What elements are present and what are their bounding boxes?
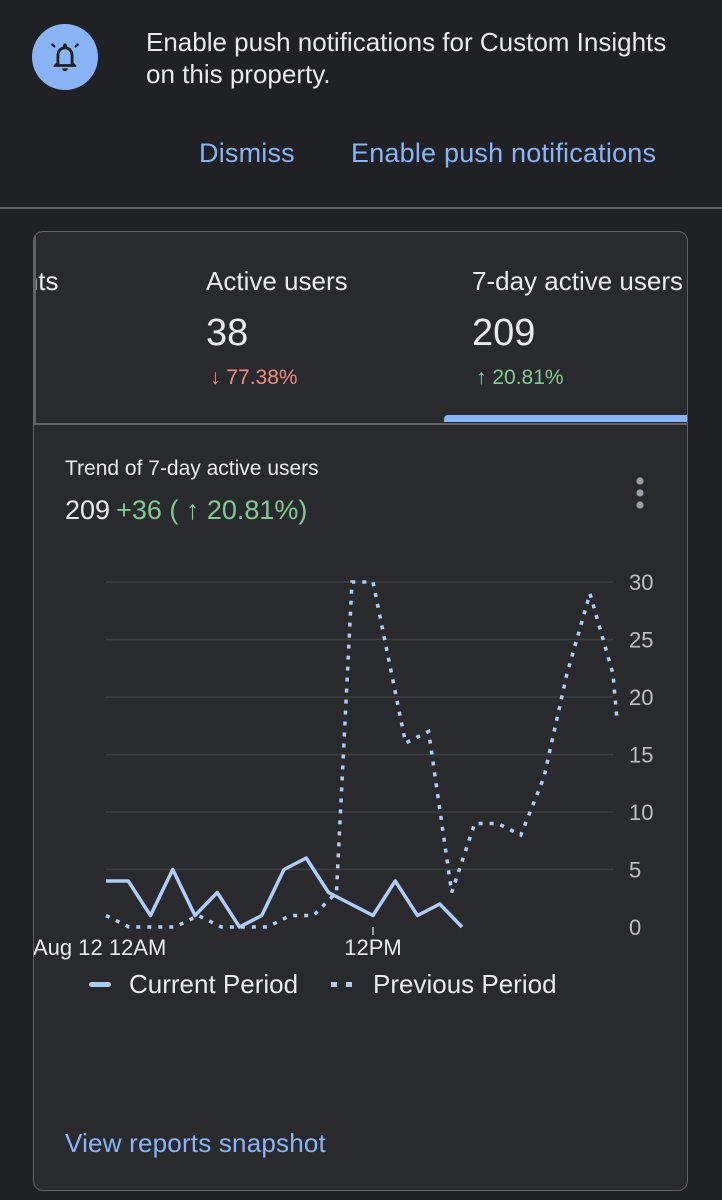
- dotted-line-swatch: [331, 982, 355, 987]
- bell-icon: [32, 24, 98, 90]
- tab-7-day-active-users[interactable]: 7-day active users 209 ↑ 20.81%: [472, 232, 687, 424]
- trend-total: 209: [65, 495, 111, 525]
- x-tick-label: 12PM: [344, 935, 401, 960]
- y-tick-label: 10: [629, 800, 653, 825]
- tab-active-users-value: 38: [206, 312, 249, 354]
- y-tick-label: 15: [629, 743, 653, 768]
- legend-current-label: Current Period: [129, 969, 299, 999]
- tab-active-users-change: ↓ 77.38%: [210, 366, 298, 389]
- view-reports-snapshot-link[interactable]: View reports snapshot: [65, 1128, 326, 1158]
- insights-card: Events Active users 38 ↓ 77.38% 7-day ac…: [33, 231, 688, 1191]
- y-tick-label: 20: [629, 685, 653, 710]
- trend-delta: +36 ( ↑ 20.81%): [116, 495, 308, 525]
- series-previous-line: [105, 580, 619, 929]
- legend-previous-label: Previous Period: [373, 969, 557, 999]
- tab-7-day-active-users-label: 7-day active users: [472, 266, 683, 296]
- trend-title: Trend of 7-day active users: [65, 457, 319, 480]
- tabs-left-edge: [34, 232, 36, 424]
- legend-current-period: Current Period: [89, 969, 298, 1000]
- metric-tabs: Events Active users 38 ↓ 77.38% 7-day ac…: [34, 232, 687, 425]
- selected-tab-indicator: [444, 415, 687, 422]
- y-tick-label: 25: [629, 628, 653, 653]
- trend-summary: 209 +36 ( ↑ 20.81%): [65, 495, 307, 526]
- banner-divider: [0, 207, 722, 209]
- tab-7-day-active-users-change: ↑ 20.81%: [476, 366, 564, 389]
- tab-events-label: Events: [34, 266, 59, 296]
- y-tick-label: 0: [629, 915, 641, 940]
- series-current-line: [106, 856, 464, 929]
- tab-events[interactable]: Events: [34, 232, 199, 424]
- y-tick-label: 30: [629, 570, 653, 595]
- tabs-divider: [34, 423, 687, 425]
- enable-push-notifications-button[interactable]: Enable push notifications: [351, 138, 657, 168]
- y-tick-label: 5: [629, 858, 641, 883]
- legend-previous-period: Previous Period: [331, 969, 557, 1000]
- solid-line-swatch: [89, 982, 111, 987]
- dismiss-button[interactable]: Dismiss: [199, 138, 295, 168]
- more-options-icon[interactable]: [630, 474, 650, 514]
- tab-active-users-label: Active users: [206, 266, 348, 296]
- tab-active-users[interactable]: Active users 38 ↓ 77.38%: [206, 232, 446, 424]
- push-notification-banner: Enable push notifications for Custom Ins…: [0, 0, 722, 208]
- tab-7-day-active-users-value: 209: [472, 312, 536, 354]
- banner-message: Enable push notifications for Custom Ins…: [146, 27, 667, 89]
- x-tick-label: Aug 12 12AM: [33, 935, 166, 960]
